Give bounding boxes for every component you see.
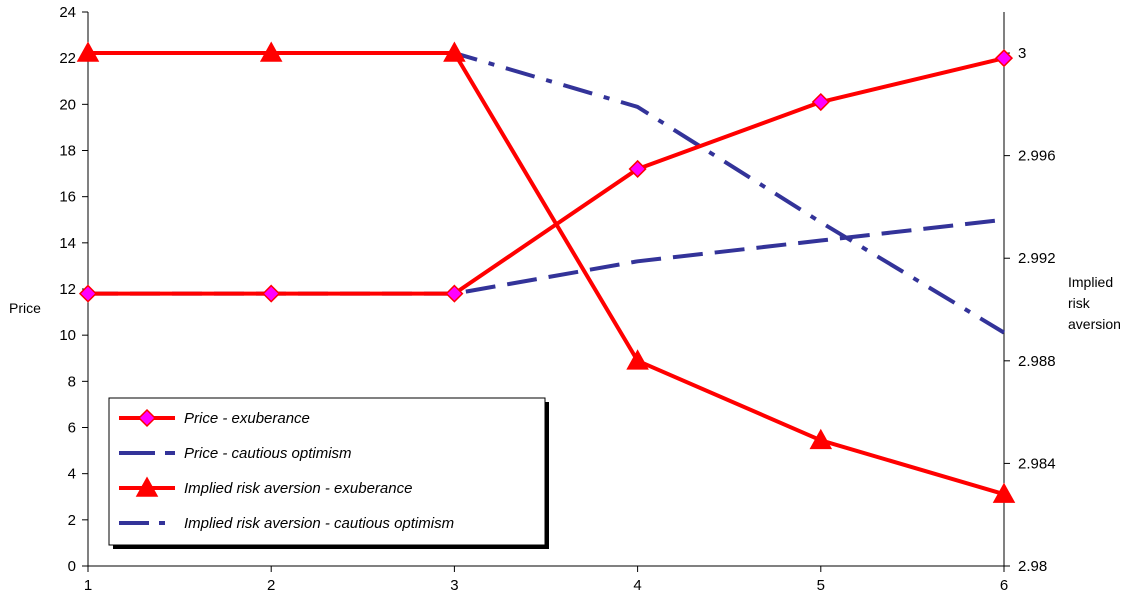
- y-tick-label: 24: [59, 4, 76, 21]
- legend-item: Price - cautious optimism: [119, 445, 352, 462]
- data-point: [262, 284, 281, 303]
- y2-tick-label: 3: [1018, 45, 1026, 62]
- data-point: [626, 349, 649, 370]
- data-point: [809, 428, 833, 450]
- y2-tick-label: 2.992: [1018, 250, 1056, 267]
- y2-axis-title-line: aversion: [1068, 316, 1121, 332]
- legend-box: [108, 397, 546, 546]
- x-tick-label: 5: [817, 577, 825, 594]
- data-point: [76, 41, 100, 62]
- data-point: [992, 482, 1016, 503]
- y-tick-label: 20: [59, 96, 76, 113]
- series-line: [88, 51, 1006, 335]
- legend-label: Implied risk aversion - exuberance: [184, 480, 412, 497]
- legend-item: Price - exuberance: [119, 408, 310, 428]
- data-point: [443, 41, 466, 62]
- legend-label: Price - cautious optimism: [184, 445, 352, 462]
- y-tick-label: 10: [59, 327, 76, 344]
- y2-axis-title-line: risk: [1068, 295, 1091, 311]
- y-tick-label: 16: [59, 189, 76, 206]
- y-axis-right: 2.98 2.984 2.988 2.992 2.996 3: [1004, 45, 1056, 575]
- x-tick-label: 3: [450, 577, 458, 594]
- y-tick-label: 18: [59, 143, 76, 160]
- legend: Price - exuberance Price - cautious optim…: [108, 397, 549, 549]
- data-point: [445, 284, 464, 303]
- y-tick-label: 14: [59, 235, 76, 252]
- y2-tick-label: 2.984: [1018, 455, 1056, 472]
- legend-label: Implied risk aversion - cautious optimis…: [184, 515, 454, 532]
- series-3: [88, 51, 1006, 335]
- legend-item: Implied risk aversion - exuberance: [119, 476, 412, 497]
- legend-item: Implied risk aversion - cautious optimis…: [119, 515, 454, 532]
- series-0: [78, 49, 1014, 303]
- data-point: [78, 284, 98, 303]
- data-point: [259, 41, 283, 62]
- y-tick-label: 8: [68, 373, 76, 390]
- series-line: [88, 56, 1005, 296]
- legend-label: Price - exuberance: [184, 410, 310, 427]
- y2-tick-label: 2.98: [1018, 558, 1047, 575]
- y2-axis-title: Implied risk aversion: [1068, 274, 1121, 332]
- y-tick-label: 0: [68, 558, 76, 575]
- y2-tick-label: 2.996: [1018, 148, 1056, 165]
- legend-marker: [135, 476, 159, 497]
- legend-marker: [137, 408, 157, 428]
- x-tick-label: 1: [84, 577, 92, 594]
- y2-axis-title-line: Implied: [1068, 274, 1113, 290]
- y-axis-title: Price: [9, 300, 41, 316]
- y2-tick-label: 2.988: [1018, 353, 1056, 370]
- series-2: [76, 41, 1016, 503]
- x-tick-label: 2: [267, 577, 275, 594]
- x-tick-label: 4: [633, 577, 641, 594]
- data-point: [994, 49, 1014, 68]
- y-tick-label: 12: [59, 281, 76, 298]
- series-layer: [76, 41, 1016, 503]
- series-line: [88, 51, 1005, 497]
- y-tick-label: 6: [68, 420, 76, 437]
- y-tick-label: 4: [68, 466, 76, 483]
- y-tick-label: 22: [59, 50, 76, 67]
- y-tick-label: 2: [68, 512, 76, 529]
- data-point: [628, 159, 647, 179]
- x-axis: 1 2 3 4 5 6: [84, 566, 1008, 594]
- data-point: [811, 92, 830, 112]
- x-tick-label: 6: [1000, 577, 1008, 594]
